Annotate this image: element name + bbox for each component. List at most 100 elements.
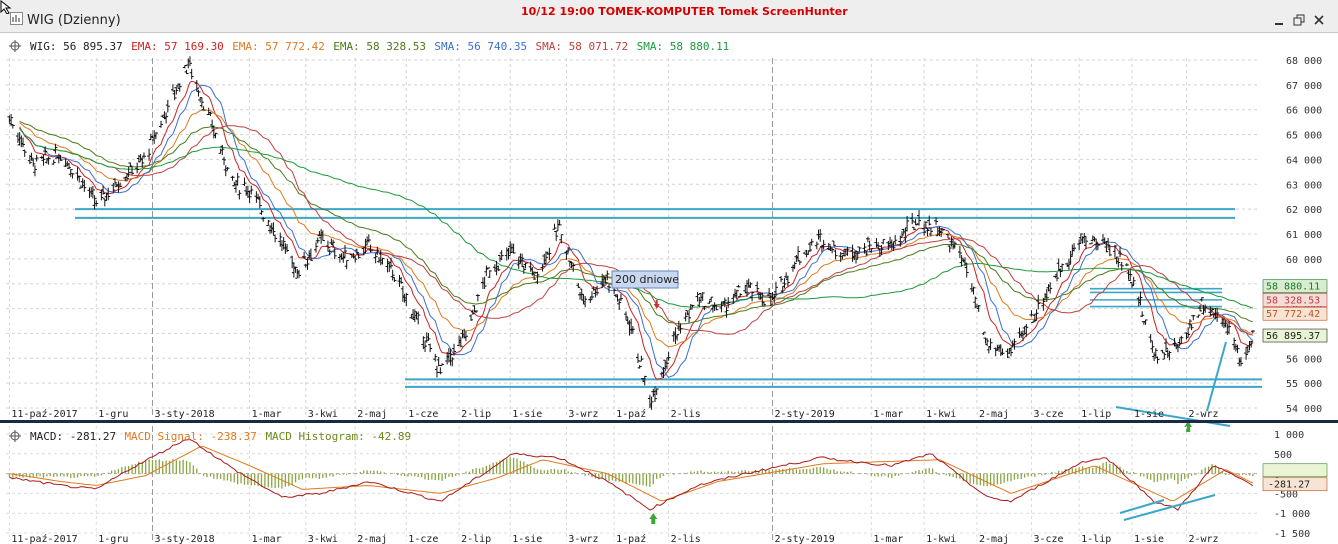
macd-grid [6, 426, 1258, 541]
macd-time-tick-label: 3-kwi [308, 534, 338, 544]
macd-time-tick-label: 1-mar [873, 534, 903, 544]
macd-tick-label: -1 500 [1274, 529, 1310, 540]
price-tick-label: 62 000 [1286, 205, 1322, 216]
macd-legend: MACD: -281.27 MACD Signal: -238.37 MACD Hi… [9, 430, 411, 443]
callout-box [611, 270, 679, 289]
value-box [1262, 293, 1328, 307]
legend-item: SMA: 56 740.35 [434, 40, 527, 53]
time-tick-label: 1-lip [1081, 409, 1111, 420]
macd-time-tick-label: 1-lip [1081, 534, 1111, 544]
price-tick-label: 64 000 [1286, 155, 1322, 166]
macd-signal-line [9, 446, 1254, 502]
macd-legend-text: MACD: -281.27 MACD Signal: -238.37 MACD Hi… [30, 430, 411, 443]
time-tick-label: 11-paź-2017 [11, 408, 77, 420]
macd-box-bg [1262, 463, 1328, 478]
time-tick-label: 2-maj [979, 409, 1009, 420]
macd-tick-label: -500 [1274, 489, 1298, 500]
macd-legend-item: MACD: -281.27 [30, 430, 116, 443]
legend-text: WIG: 56 895.37 EMA: 57 169.30 EMA: 57 772.… [30, 40, 729, 53]
panel-divider[interactable] [0, 420, 1338, 423]
ema-long-line [19, 121, 1254, 325]
macd-tick-label: -1 000 [1274, 509, 1310, 520]
macd-time-tick-label: 3-sty-2018 [154, 534, 214, 544]
price-and-macd-chart: 200 dniowe 68 000 67 000 66 000 65 000 64 00… [0, 33, 1338, 544]
moving-averages [19, 80, 1254, 380]
macd-trend-line [1123, 494, 1216, 521]
price-tick-label: 55 000 [1286, 379, 1322, 390]
restore-icon [1293, 14, 1305, 26]
macd-time-tick-label: 1-mar [252, 534, 282, 544]
time-tick-label: 3-cze [1033, 409, 1063, 420]
value-box [1262, 279, 1328, 293]
price-tick-label: 63 000 [1286, 180, 1322, 191]
screenshot-watermark: 10/12 19:00 TOMEK-KOMPUTER Tomek ScreenH… [521, 5, 848, 18]
price-tick-label: 60 000 [1286, 255, 1322, 266]
price-tick-label: 54 000 [1286, 404, 1322, 415]
legend-item: SMA: 58 880.11 [637, 40, 730, 53]
up-arrow-icon [1184, 421, 1193, 432]
value-box [1262, 328, 1328, 343]
window-title: WIG (Dzienny) [27, 13, 121, 28]
macd-time-tick-label: 2-sty-2019 [775, 534, 835, 544]
legend-item: EMA: 58 328.53 [333, 40, 426, 53]
close-icon [1314, 15, 1324, 25]
crosshair-icon [9, 40, 21, 52]
macd-time-tick-label: 1-kwi [926, 534, 956, 544]
minimize-button[interactable] [1272, 13, 1286, 27]
minimize-icon [1275, 23, 1283, 25]
value-box-label: 58 328.53 [1266, 295, 1320, 306]
price-tick-label: 68 000 [1286, 56, 1322, 67]
price-tick-label: 65 000 [1286, 131, 1322, 142]
time-tick-label: 1-mar [252, 409, 282, 420]
macd-line [9, 438, 1254, 511]
time-tick-label: 2-wrz [1188, 409, 1218, 420]
macd-time-tick-label: 1-sie [512, 534, 542, 544]
macd-time-tick-label: 3-wrz [568, 534, 598, 544]
macd-time-tick-label: 1-sie [1134, 534, 1164, 544]
window-titlebar: WIG (Dzienny) 10/12 19:00 TOMEK-KOMPUTER… [0, 0, 1338, 33]
time-tick-label: 1-kwi [926, 409, 956, 420]
macd-value-box-bg [1262, 477, 1328, 492]
value-box-label: 56 895.37 [1266, 331, 1320, 342]
macd-time-tick-label: 2-lip [461, 534, 491, 544]
time-tick-label: 1-sie [512, 409, 542, 420]
time-tick-label: 1-sie [1134, 409, 1164, 420]
price-legend: WIG: 56 895.37 EMA: 57 169.30 EMA: 57 772.… [9, 40, 729, 53]
time-tick-label: 2-lis [671, 409, 701, 420]
macd-time-tick-label: 2-lis [671, 534, 701, 544]
macd-lines [9, 438, 1254, 511]
price-tick-label: 66 000 [1286, 106, 1322, 117]
time-tick-label: 3-kwi [308, 409, 338, 420]
close-button[interactable] [1312, 13, 1326, 27]
chart-app-icon [10, 12, 23, 25]
macd-time-tick-label: 2-wrz [1188, 534, 1218, 544]
macd-value-label: -281.27 [1268, 480, 1310, 491]
ohlc-bars [7, 56, 1255, 410]
time-tick-label: 1-cze [408, 409, 438, 420]
time-tick-label: 2-lip [461, 409, 491, 420]
macd-annotations [649, 494, 1216, 524]
time-tick-label: 3-wrz [568, 409, 598, 420]
sma-200-line [19, 128, 1254, 309]
macd-tick-label: 1 000 [1274, 430, 1304, 441]
cursor-arrow-icon [0, 0, 12, 14]
price-tick-label: 61 000 [1286, 230, 1322, 241]
macd-legend-item: MACD Signal: -238.37 [124, 430, 256, 443]
up-arrow-icon [649, 513, 658, 524]
macd-value-box: -281.27 [1262, 463, 1328, 492]
macd-time-tick-label: 2-maj [979, 534, 1009, 544]
price-tick-label: 56 000 [1286, 354, 1322, 365]
indicator-value-boxes: 58 880.11 58 328.53 57 772.42 56 895.37 [1262, 279, 1328, 343]
time-tick-label: 1-gru [98, 409, 128, 420]
ema-mid-line [19, 109, 1253, 348]
legend-item: WIG: 56 895.37 [30, 40, 123, 53]
macd-time-tick-label: 1-paź [616, 533, 646, 544]
restore-button[interactable] [1292, 13, 1306, 27]
time-tick-label: 1-paź [616, 408, 646, 420]
time-tick-label: 1-mar [873, 409, 903, 420]
sma-short-line [19, 84, 1254, 378]
price-axis: 68 000 67 000 66 000 65 000 64 000 63 000 62 0… [1286, 56, 1322, 415]
callout-label: 200 dniowe [615, 273, 679, 286]
down-arrow-icon [653, 300, 660, 309]
